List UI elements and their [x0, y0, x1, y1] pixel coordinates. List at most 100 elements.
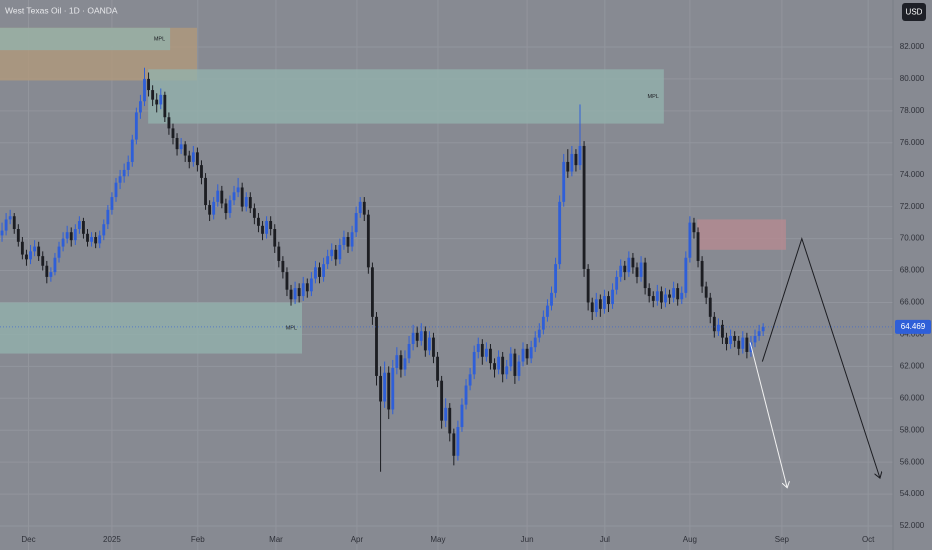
last-price-tag: [895, 319, 931, 334]
candle-body: [566, 161, 570, 172]
candle-body: [501, 356, 505, 375]
candle-body: [513, 353, 517, 376]
y-tick-label: 58.000: [900, 425, 925, 434]
candle-body: [407, 343, 411, 359]
candle-body: [684, 257, 688, 293]
candle-body: [366, 214, 370, 268]
candle-body: [334, 249, 338, 260]
candle-body: [452, 433, 456, 456]
candle-body: [562, 161, 566, 202]
candle-body: [301, 283, 305, 297]
candle-body: [602, 296, 606, 309]
currency-label[interactable]: USD: [906, 8, 923, 17]
candle-body: [440, 380, 444, 421]
projections: [749, 236, 880, 488]
candle-body: [708, 297, 712, 317]
zone: [0, 27, 171, 51]
y-tick-label: 62.000: [900, 361, 925, 370]
candle-body: [191, 152, 195, 162]
y-tick-label: 68.000: [900, 266, 925, 275]
candle-body: [73, 229, 77, 241]
candle-body: [529, 347, 533, 359]
candle-body: [4, 219, 8, 231]
candle-body: [505, 366, 509, 375]
candle-body: [212, 201, 216, 215]
y-tick-label: 56.000: [900, 457, 925, 466]
candle-body: [37, 246, 41, 257]
y-tick-label: 66.000: [900, 298, 925, 307]
candle-body: [623, 265, 627, 273]
candle-body: [98, 235, 102, 244]
candle-body: [558, 201, 562, 265]
candle-body: [692, 222, 696, 233]
candle-body: [285, 272, 289, 290]
candle-body: [130, 139, 134, 162]
candle-body: [77, 221, 81, 230]
candle-body: [525, 348, 529, 359]
y-tick-label: 60.000: [900, 393, 925, 402]
candle-body: [688, 222, 692, 258]
candle-body: [480, 343, 484, 357]
candle-body: [342, 236, 346, 245]
candle-body: [16, 229, 20, 242]
candle-body: [550, 292, 553, 306]
candle-body: [664, 294, 667, 303]
candle-body: [639, 262, 643, 277]
candle-body: [244, 197, 248, 207]
candle-body: [635, 267, 639, 277]
last-price-label: 64.469: [901, 322, 926, 331]
candle-body: [427, 337, 431, 351]
y-tick-label: 78.000: [900, 106, 925, 115]
candle-body: [195, 152, 199, 166]
candle-body: [517, 361, 521, 376]
candle-body: [277, 246, 281, 261]
x-tick-label: Dec: [21, 535, 35, 544]
x-tick-label: Aug: [683, 535, 697, 544]
candle-body: [399, 355, 403, 370]
candle-body: [436, 356, 439, 381]
candle-body: [489, 348, 492, 364]
candle-body: [232, 192, 236, 201]
candle-body: [607, 296, 610, 305]
candle-body: [578, 145, 582, 166]
candle-body: [265, 221, 269, 234]
candle-body: [533, 337, 537, 348]
candle-body: [114, 182, 118, 198]
candle-body: [729, 336, 733, 344]
candle-body: [204, 177, 207, 206]
candle-body: [57, 246, 61, 258]
candle-body: [257, 217, 260, 226]
candle-body: [362, 201, 366, 215]
candle-body: [110, 197, 114, 210]
candle-body: [118, 176, 122, 183]
candle-body: [49, 272, 53, 277]
x-tick-label: May: [430, 535, 445, 544]
candle-body: [464, 385, 468, 405]
candle-body: [12, 216, 16, 230]
candle-body: [643, 262, 647, 289]
candle-body: [761, 326, 765, 332]
candle-body: [0, 230, 4, 236]
candle-body: [151, 90, 155, 100]
y-tick-label: 52.000: [900, 521, 925, 530]
projection-line: [749, 342, 787, 487]
candle-body: [240, 187, 244, 207]
candle-body: [179, 144, 183, 150]
candle-body: [354, 213, 358, 233]
candle-body: [200, 165, 203, 178]
zones: MPL MPL MPL: [0, 27, 786, 354]
y-tick-label: 80.000: [900, 74, 925, 83]
candle-body: [419, 331, 423, 341]
candle-body: [65, 232, 69, 239]
y-tick-label: 54.000: [900, 489, 925, 498]
candle-body: [680, 292, 684, 300]
candle-body: [700, 260, 704, 287]
currency-button[interactable]: [902, 3, 926, 21]
x-tick-label: Feb: [191, 535, 205, 544]
candle-body: [615, 276, 619, 290]
candle-body: [53, 257, 57, 273]
candle-body: [737, 340, 741, 349]
candle-body: [330, 249, 334, 257]
candle-body: [757, 331, 761, 337]
candle-body: [163, 94, 167, 118]
